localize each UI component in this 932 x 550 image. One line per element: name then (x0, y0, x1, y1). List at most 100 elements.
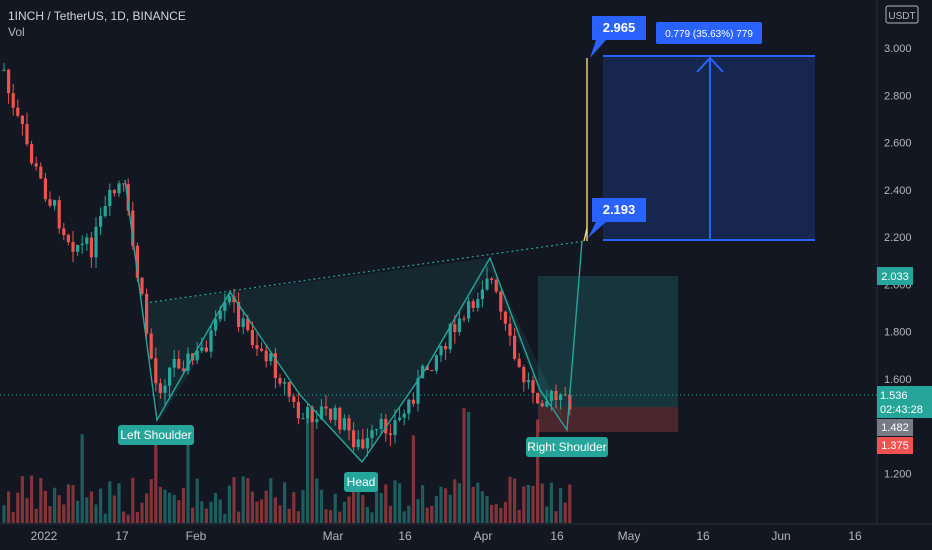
volume-bar (237, 511, 241, 523)
candle-body (76, 244, 80, 252)
symbol-title[interactable]: 1INCH / TetherUS, 1D, BINANCE (8, 9, 186, 23)
svg-text:2.033: 2.033 (881, 271, 909, 283)
candle-body (140, 277, 144, 294)
candle-body (425, 365, 429, 371)
candle-body (34, 163, 38, 167)
volume-bar (264, 490, 268, 523)
volume-bar (310, 411, 314, 523)
candle-body (273, 353, 277, 378)
time-tick: 17 (115, 529, 129, 543)
candle-body (545, 400, 549, 407)
candle-body (490, 278, 494, 281)
volume-bar (549, 482, 553, 523)
volume-bar (559, 488, 563, 523)
volume-legend[interactable]: Vol (8, 25, 25, 39)
volume-bar (439, 486, 443, 523)
volume-bar (103, 513, 107, 523)
volume-bar (181, 487, 185, 523)
candle-body (103, 206, 107, 216)
price-tick: 3.000 (884, 43, 912, 55)
volume-bar (508, 476, 512, 523)
volume-bar (315, 478, 319, 523)
candle-body (122, 183, 126, 185)
candle-body (163, 385, 167, 393)
volume-bar (135, 511, 139, 523)
volume-bar (517, 510, 521, 523)
volume-bar (85, 497, 89, 523)
volume-bar (154, 426, 158, 523)
right-shoulder-tag[interactable] (526, 437, 608, 457)
candle-body (209, 330, 213, 352)
volume-bar (11, 511, 15, 523)
volume-bar (467, 411, 471, 523)
price-ticks: 3.0002.8002.6002.4002.2002.0001.8001.600… (884, 43, 912, 480)
candle-body (513, 335, 517, 359)
profit-zone[interactable] (538, 276, 678, 407)
candle-body (402, 413, 406, 418)
time-tick: 16 (696, 529, 710, 543)
volume-bar (342, 501, 346, 523)
time-tick: 16 (398, 529, 412, 543)
breakout-callout[interactable] (588, 198, 646, 238)
candle-body (448, 324, 452, 350)
volume-bar (398, 483, 402, 523)
volume-bar (384, 484, 388, 523)
volume-bar (545, 506, 549, 523)
target-entry-badge: 2.033 (877, 267, 913, 285)
volume-bar (402, 511, 406, 523)
candle-body (62, 228, 66, 236)
candle-body (306, 407, 310, 419)
volume-bar (324, 509, 328, 523)
volume-bar (287, 508, 291, 523)
left-shoulder-tag[interactable] (118, 425, 194, 445)
candle-body (416, 378, 420, 404)
volume-bar (200, 501, 204, 523)
volume-bar (80, 434, 84, 523)
stop-badge: 1.482 (877, 419, 913, 436)
volume-bar (365, 506, 369, 523)
candle-body (361, 439, 365, 449)
candle-body (237, 302, 241, 328)
volume-bar (108, 481, 112, 523)
candle-body (246, 318, 250, 331)
volume-bar (195, 478, 199, 523)
volume-bar (361, 495, 365, 523)
volume-bars (2, 408, 572, 523)
volume-bar (485, 496, 489, 523)
head-tag[interactable] (344, 472, 378, 492)
volume-bar (145, 493, 149, 523)
volume-bar (39, 477, 43, 523)
volume-bar (411, 435, 415, 523)
target-callout[interactable] (590, 16, 646, 58)
candle-body (99, 215, 103, 227)
neckline[interactable] (144, 240, 586, 304)
volume-bar (149, 479, 153, 523)
candle-body (172, 358, 176, 368)
candle-body (30, 144, 34, 164)
candle-body (480, 289, 484, 300)
candle-body (430, 370, 434, 372)
svg-text:1.375: 1.375 (881, 440, 909, 452)
pattern-zigzag[interactable] (124, 179, 583, 464)
candle-body (57, 200, 61, 229)
volume-bar (246, 478, 250, 523)
time-tick: Apr (474, 529, 493, 543)
candle-body (250, 330, 254, 346)
candle-body (20, 115, 24, 125)
candle-body (531, 380, 535, 393)
price-tick: 1.200 (884, 468, 912, 480)
volume-bar (379, 493, 383, 523)
breakout-price: 2.193 (603, 202, 636, 217)
price-tick: 2.600 (884, 138, 912, 150)
candle-body (269, 353, 273, 362)
candle-body (379, 419, 383, 430)
candle-body (85, 237, 89, 244)
candle-body (411, 399, 415, 404)
loss-zone[interactable] (538, 407, 678, 432)
candle-body (338, 407, 342, 430)
candle-body (154, 358, 158, 384)
candle-body (342, 418, 346, 430)
volume-bar (2, 505, 6, 523)
volume-bar (301, 490, 305, 523)
